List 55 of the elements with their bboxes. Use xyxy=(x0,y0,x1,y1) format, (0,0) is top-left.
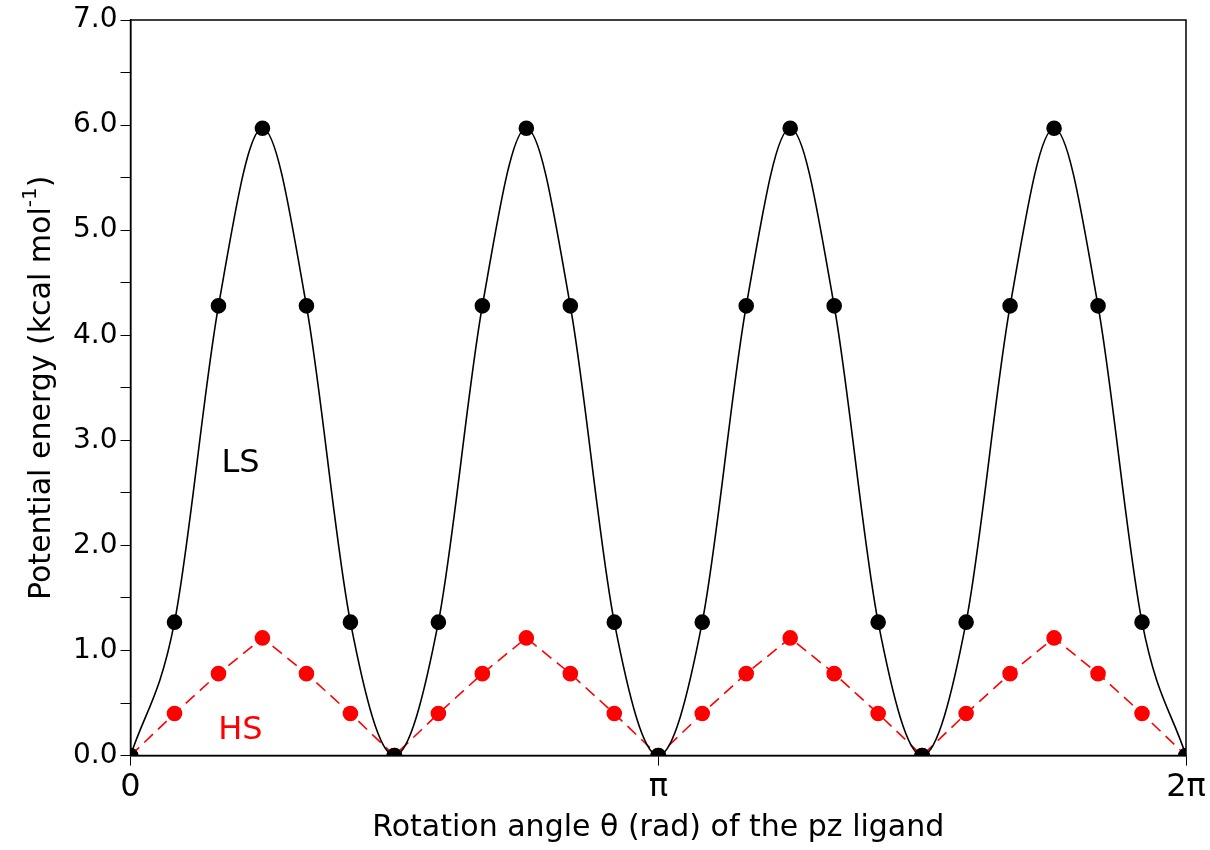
point xyxy=(782,630,798,646)
point xyxy=(958,705,974,722)
point xyxy=(430,705,447,722)
point xyxy=(254,120,271,137)
y-tick-label: 4.0 xyxy=(73,316,118,350)
point xyxy=(870,705,886,722)
point xyxy=(1046,120,1062,137)
point xyxy=(782,120,798,137)
point xyxy=(1134,614,1150,630)
point xyxy=(298,298,315,314)
y-tick-label: 6.0 xyxy=(73,106,118,140)
point xyxy=(254,630,271,646)
y-tick-label: 2.0 xyxy=(73,526,118,560)
point xyxy=(1090,665,1106,682)
point xyxy=(166,614,183,630)
point xyxy=(210,298,227,314)
point xyxy=(166,705,183,722)
point xyxy=(1002,665,1018,682)
point xyxy=(694,705,711,722)
y-tick-label: 3.0 xyxy=(73,421,118,455)
point xyxy=(474,298,491,314)
series-label: LS xyxy=(221,442,260,481)
point xyxy=(518,120,535,137)
point xyxy=(342,614,359,630)
y-tick-label: 0.0 xyxy=(73,736,118,770)
x-tick-label: 0 xyxy=(120,766,141,805)
point xyxy=(1046,630,1062,646)
point xyxy=(606,705,623,722)
point xyxy=(210,665,227,682)
point xyxy=(826,665,842,682)
x-axis-title: Rotation angle θ (rad) of the pz ligand xyxy=(372,807,945,843)
point xyxy=(826,298,842,314)
y-tick-label: 5.0 xyxy=(73,211,118,245)
point xyxy=(1002,298,1018,314)
point xyxy=(1090,298,1106,314)
x-tick-label: π xyxy=(648,766,668,805)
point xyxy=(738,298,755,314)
point xyxy=(298,665,315,682)
point xyxy=(518,630,535,646)
point xyxy=(694,614,711,630)
point xyxy=(562,298,579,314)
point xyxy=(562,665,579,682)
point xyxy=(738,665,755,682)
point xyxy=(1134,705,1150,722)
series-label: HS xyxy=(218,708,263,747)
y-tick-label: 7.0 xyxy=(73,1,118,35)
y-axis-title: Potential energy (kcal mol-1) xyxy=(17,175,57,601)
point xyxy=(606,614,623,630)
x-tick-label: 2π xyxy=(1166,766,1206,805)
y-tick-label: 1.0 xyxy=(73,631,118,665)
point xyxy=(958,614,974,630)
point xyxy=(342,705,359,722)
point xyxy=(474,665,491,682)
point xyxy=(430,614,447,630)
point xyxy=(870,614,886,630)
